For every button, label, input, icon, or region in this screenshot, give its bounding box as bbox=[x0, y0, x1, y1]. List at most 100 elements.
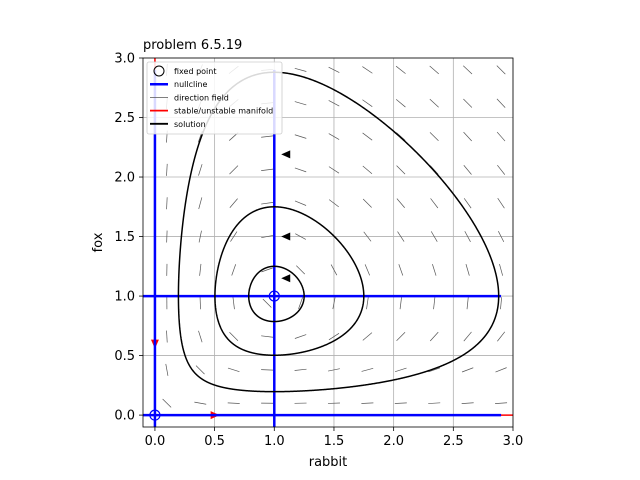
x-tick-label: 2.0 bbox=[383, 434, 404, 449]
field-segment bbox=[195, 365, 205, 375]
field-segment bbox=[428, 367, 441, 373]
field-segment bbox=[465, 264, 470, 276]
field-segment bbox=[395, 65, 406, 74]
field-segment bbox=[294, 368, 307, 371]
fixed-points bbox=[149, 290, 280, 421]
field-segment bbox=[229, 198, 238, 209]
field-segment bbox=[366, 297, 369, 310]
field-segment bbox=[261, 235, 274, 239]
field-segment bbox=[166, 163, 168, 176]
field-segment bbox=[166, 197, 168, 210]
field-segment bbox=[362, 66, 373, 74]
field-segment bbox=[198, 164, 203, 176]
fixed-point-marker bbox=[149, 409, 161, 421]
field-segment bbox=[362, 132, 373, 141]
fixed-point-marker bbox=[268, 290, 280, 302]
field-segment bbox=[496, 131, 506, 142]
field-segment bbox=[330, 264, 338, 276]
field-segment bbox=[396, 332, 406, 342]
field-segment bbox=[396, 165, 406, 175]
field-segment bbox=[463, 65, 473, 75]
field-segment bbox=[328, 368, 340, 372]
x-tick-label: 0.5 bbox=[204, 434, 225, 449]
field-segment bbox=[396, 198, 405, 209]
field-segment bbox=[261, 202, 274, 205]
field-segment bbox=[498, 231, 505, 243]
field-segment bbox=[399, 297, 402, 310]
x-tick-label: 1.0 bbox=[264, 434, 285, 449]
field-segment bbox=[328, 332, 340, 341]
field-segment bbox=[198, 330, 203, 343]
y-tick-label: 1.5 bbox=[114, 230, 135, 245]
field-segment bbox=[231, 264, 237, 276]
field-segment bbox=[463, 98, 473, 108]
y-tick-label: 0.0 bbox=[114, 409, 135, 424]
field-segment bbox=[162, 398, 172, 408]
y-tick-label: 2.5 bbox=[114, 111, 135, 126]
legend-swatch-circle bbox=[153, 65, 165, 77]
x-tick-label: 0.0 bbox=[145, 434, 166, 449]
field-segment bbox=[294, 334, 307, 339]
solution-curve bbox=[247, 265, 305, 323]
field-segment bbox=[463, 331, 472, 342]
field-segment bbox=[296, 265, 306, 275]
field-segment bbox=[461, 367, 474, 373]
field-segment bbox=[463, 198, 472, 209]
field-segment bbox=[362, 332, 373, 341]
field-segment bbox=[362, 165, 373, 175]
field-segment bbox=[294, 67, 307, 72]
field-segment bbox=[433, 297, 436, 310]
y-tick-label: 2.0 bbox=[114, 171, 135, 186]
solution-arrow bbox=[281, 150, 291, 159]
field-segment bbox=[328, 133, 340, 140]
field-segment bbox=[362, 198, 372, 208]
field-segment bbox=[294, 134, 307, 139]
x-tick-label: 1.5 bbox=[324, 434, 345, 449]
field-segment bbox=[394, 402, 407, 404]
field-segment bbox=[361, 402, 374, 404]
field-segment bbox=[261, 335, 274, 338]
field-segment bbox=[194, 401, 207, 405]
plot-frame bbox=[142, 57, 514, 428]
field-segment bbox=[429, 65, 439, 75]
y-tick-label: 0.5 bbox=[114, 349, 135, 364]
field-segment bbox=[198, 230, 202, 243]
field-segment bbox=[497, 331, 506, 342]
field-segment bbox=[495, 367, 507, 373]
field-segment bbox=[362, 99, 373, 107]
field-segment bbox=[398, 264, 404, 276]
field-segment bbox=[461, 402, 474, 404]
field-segment bbox=[229, 332, 239, 342]
field-segment bbox=[332, 297, 336, 310]
solution-arrow bbox=[281, 274, 291, 283]
field-segment bbox=[229, 165, 239, 175]
field-segment bbox=[464, 231, 471, 242]
field-segment bbox=[430, 198, 439, 209]
legend: fixed point nullcline direction field stabl… bbox=[146, 61, 283, 135]
legend-entry-label: stable/unstable manifold bbox=[174, 107, 273, 116]
x-tick-label: 2.5 bbox=[443, 434, 464, 449]
field-segment bbox=[261, 135, 274, 138]
field-segment bbox=[294, 200, 307, 206]
legend-entry-label: direction field bbox=[174, 93, 229, 102]
field-segment bbox=[394, 367, 407, 372]
chart-title: problem 6.5.19 bbox=[143, 38, 242, 53]
field-segment bbox=[294, 167, 307, 173]
axis-ticks: 0.0 0.5 1.0 1.5 2.0 2.5 3.0 0.0 0.5 1.0 1.5 2.0 2.5 3… bbox=[114, 52, 523, 450]
field-segment bbox=[496, 98, 506, 108]
field-segment bbox=[328, 66, 340, 73]
field-segment bbox=[199, 263, 202, 276]
legend-entry-label: nullcline bbox=[174, 80, 208, 89]
field-segment bbox=[298, 297, 303, 309]
field-segment bbox=[429, 331, 439, 342]
field-segment bbox=[500, 297, 502, 310]
field-segment bbox=[463, 165, 472, 175]
field-segment bbox=[262, 298, 272, 308]
field-segment bbox=[463, 131, 472, 142]
field-segment bbox=[230, 231, 238, 242]
field-segment bbox=[429, 98, 439, 108]
y-tick-label: 1.0 bbox=[114, 290, 135, 305]
field-segment bbox=[261, 168, 274, 171]
field-segment bbox=[428, 402, 441, 404]
